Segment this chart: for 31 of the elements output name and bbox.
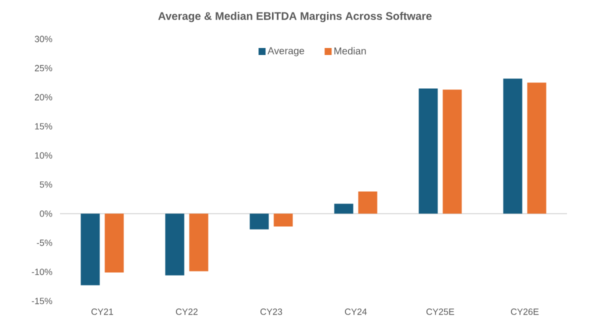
legend-label: Median [334, 47, 366, 54]
y-tick-label: 20% [34, 94, 52, 100]
legend-label: Average [268, 47, 304, 56]
bar [250, 214, 269, 230]
bar [274, 214, 293, 226]
y-tick-label: 25% [34, 64, 52, 72]
chart-title: Average & Median EBITDA Margins Across Software [158, 12, 432, 22]
x-tick-label: CY25E [426, 308, 454, 315]
bar [189, 214, 208, 272]
y-tick-label: 30% [34, 36, 52, 42]
x-tick-label: CY23 [260, 308, 282, 315]
y-tick-label: 5% [40, 181, 52, 188]
bar [442, 90, 462, 214]
bar [503, 78, 522, 214]
bar [80, 214, 100, 286]
y-tick-label: -15% [32, 298, 52, 304]
y-tick-label: 10% [35, 152, 52, 159]
x-tick-label: CY22 [176, 308, 198, 315]
y-tick-label: 15% [35, 123, 52, 130]
x-tick-label: CY26E [510, 308, 539, 315]
bar [358, 192, 378, 214]
bar [334, 204, 354, 214]
y-tick-label: -5% [36, 240, 52, 246]
y-tick-label: 0% [40, 210, 52, 217]
x-tick-label: CY21 [91, 308, 114, 315]
bar [165, 214, 184, 276]
bar [418, 88, 438, 214]
bar [104, 214, 124, 272]
y-tick-label: -10% [32, 268, 52, 276]
bar [527, 82, 546, 214]
x-tick-label: CY24 [344, 308, 367, 315]
